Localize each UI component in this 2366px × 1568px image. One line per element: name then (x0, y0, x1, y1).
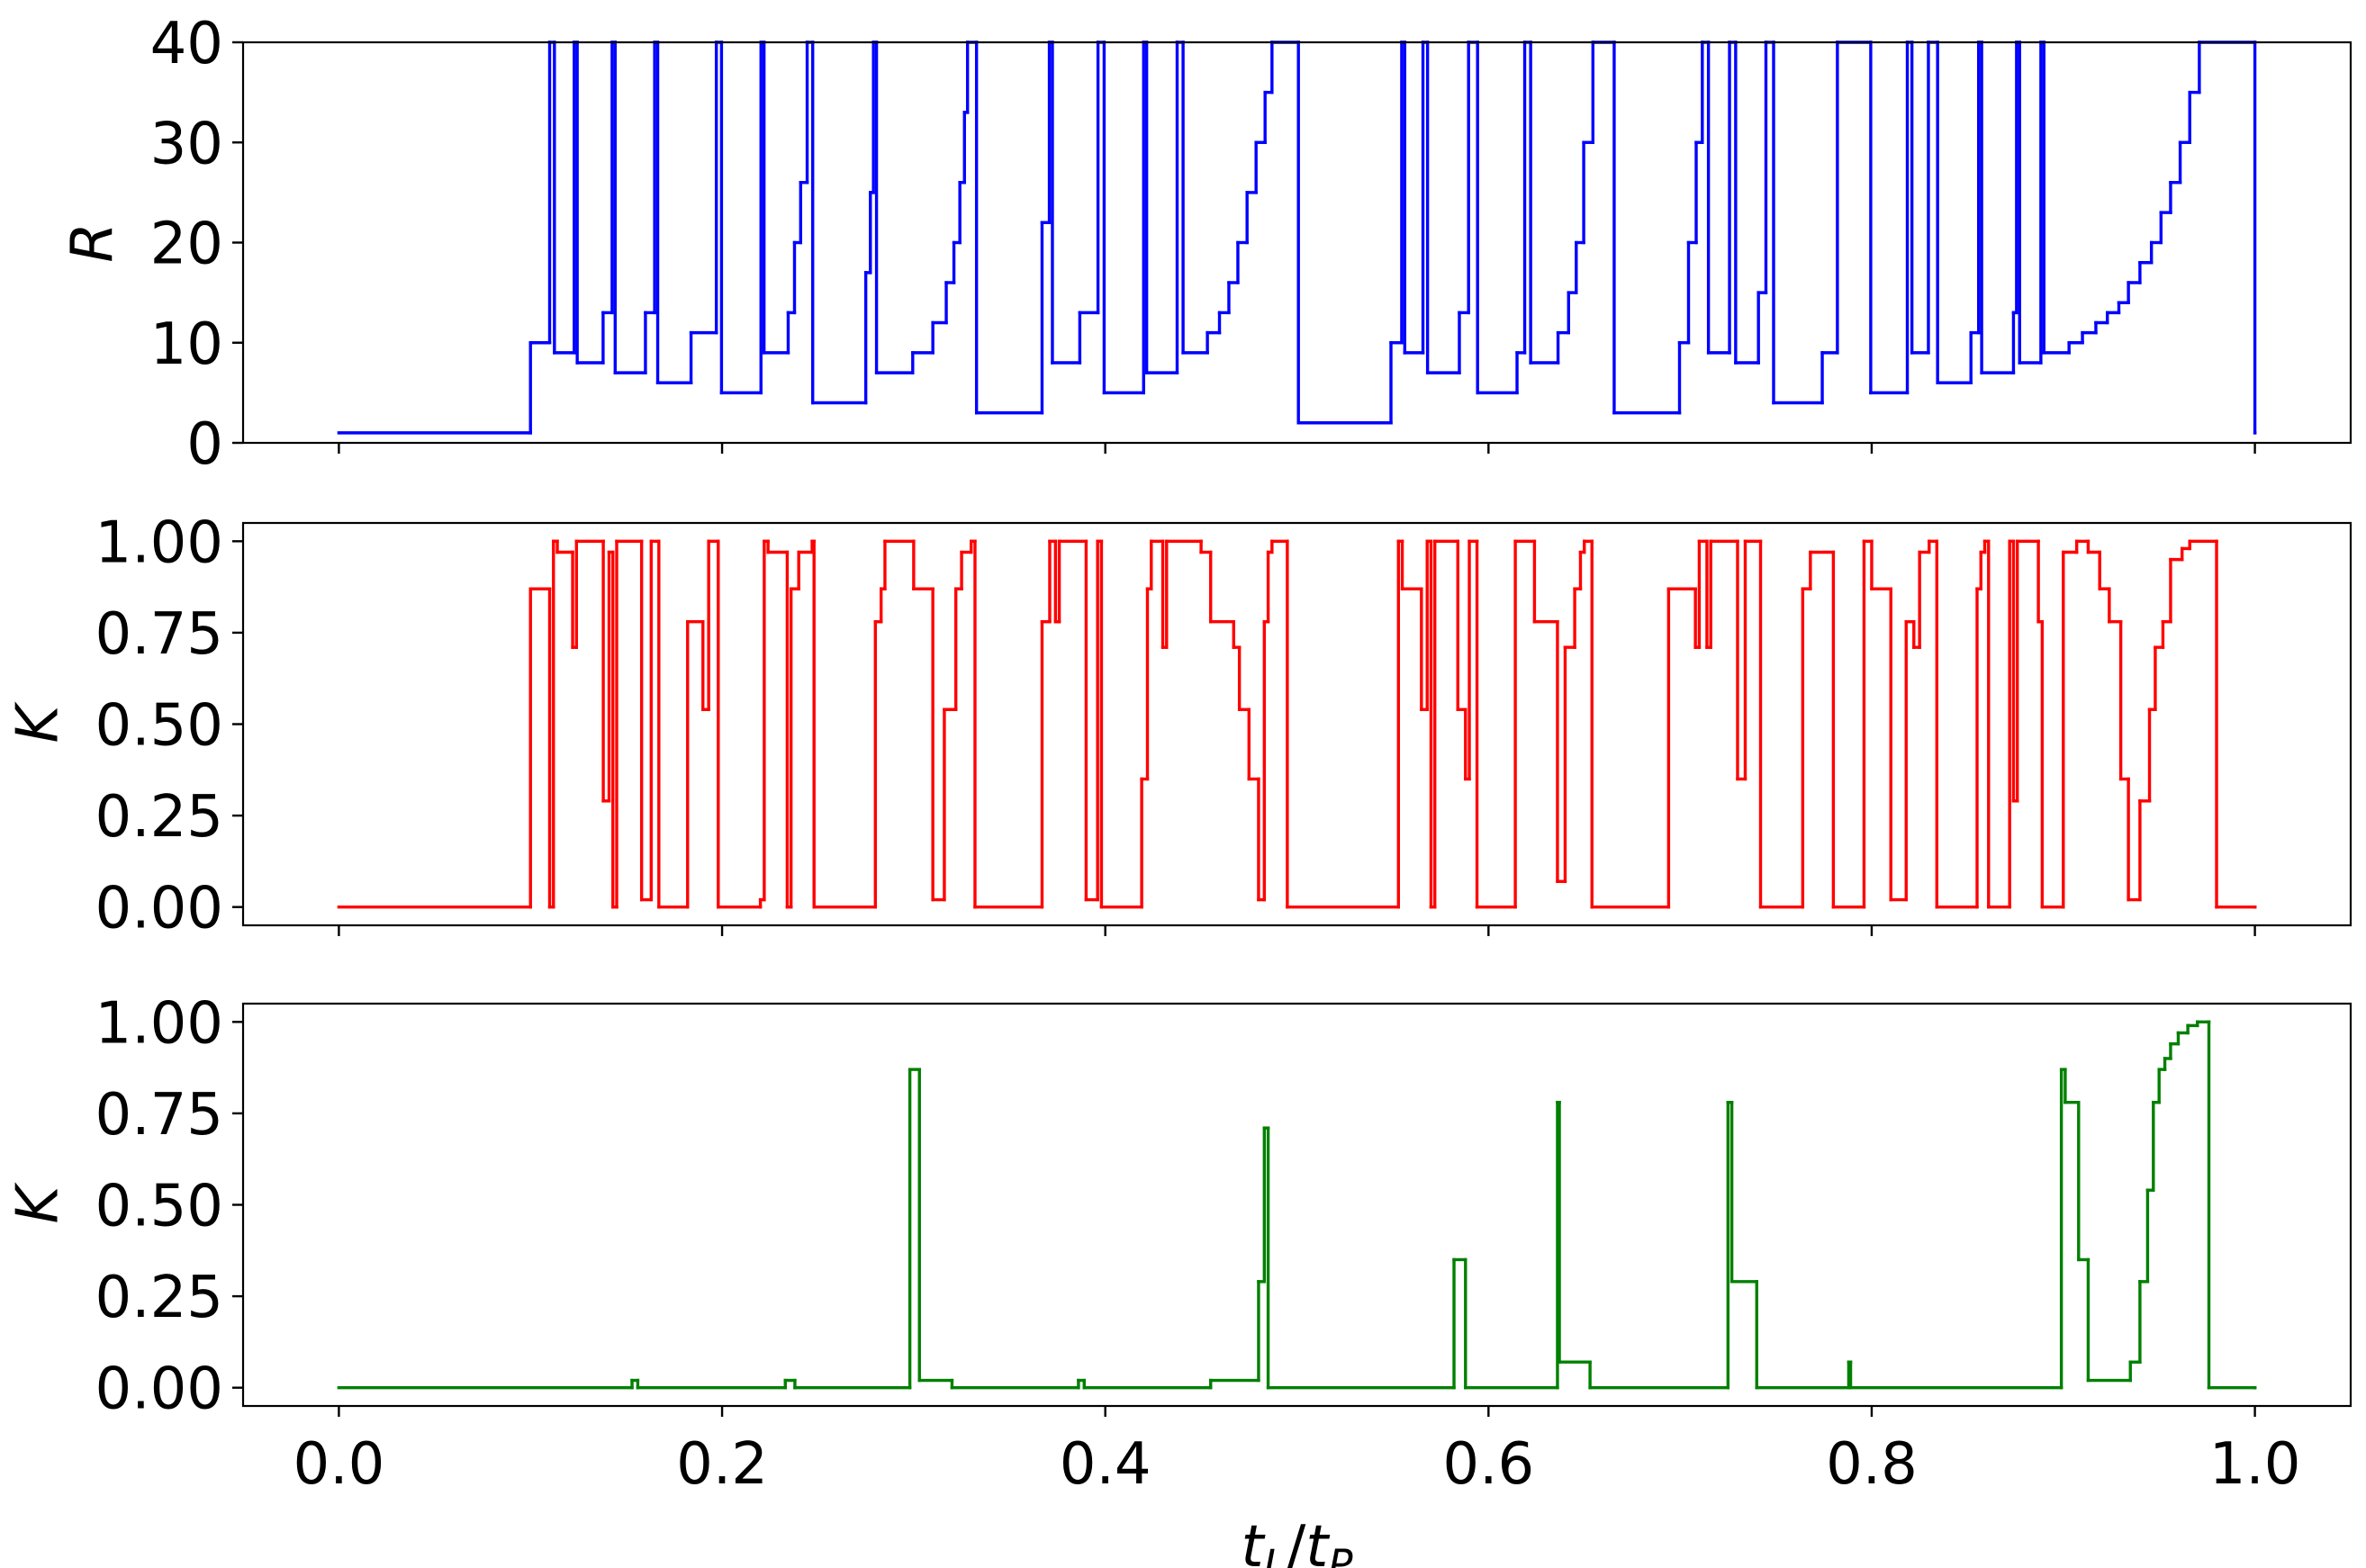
series (337, 1020, 2257, 1390)
y-axis-label: K (5, 1181, 72, 1223)
y-tick-label: 0.25 (95, 784, 224, 851)
x-tick-label: 0.0 (293, 1431, 385, 1498)
x-axis-label: tL/tP (1242, 1514, 1354, 1568)
series (337, 539, 2257, 909)
x-axis-label-part: L (1264, 1541, 1287, 1568)
y-tick-label: 10 (150, 311, 223, 378)
y-tick-label: 0.00 (95, 876, 224, 942)
x-tick-label: 0.2 (676, 1431, 768, 1498)
y-tick-label: 30 (150, 111, 223, 177)
y-tick-label: 0 (186, 411, 223, 478)
y-tick-label: 20 (150, 212, 223, 278)
x-tick-label: 0.4 (1060, 1431, 1151, 1498)
x-tick-label: 0.8 (1826, 1431, 1918, 1498)
y-tick-label: 0.50 (95, 693, 224, 760)
y-axis-label: K (5, 700, 72, 743)
y-tick-label: 1.00 (95, 990, 224, 1057)
y-tick-label: 1.00 (95, 509, 224, 576)
y-tick-label: 0.50 (95, 1174, 224, 1240)
series (337, 41, 2257, 435)
x-axis-label-part: t (1305, 1514, 1331, 1568)
y-tick-label: 40 (150, 11, 223, 77)
x-axis-label-part: P (1328, 1541, 1353, 1568)
y-tick-label: 0.25 (95, 1265, 224, 1331)
y-axis-label: R (60, 222, 127, 262)
x-axis-label-part: t (1242, 1514, 1267, 1568)
y-tick-label: 0.75 (95, 1082, 224, 1149)
x-tick-label: 0.6 (1442, 1431, 1534, 1498)
x-axis-label-part: / (1287, 1514, 1306, 1568)
y-tick-label: 0.00 (95, 1356, 224, 1423)
y-tick-label: 0.75 (95, 601, 224, 668)
x-tick-label: 1.0 (2209, 1431, 2301, 1498)
